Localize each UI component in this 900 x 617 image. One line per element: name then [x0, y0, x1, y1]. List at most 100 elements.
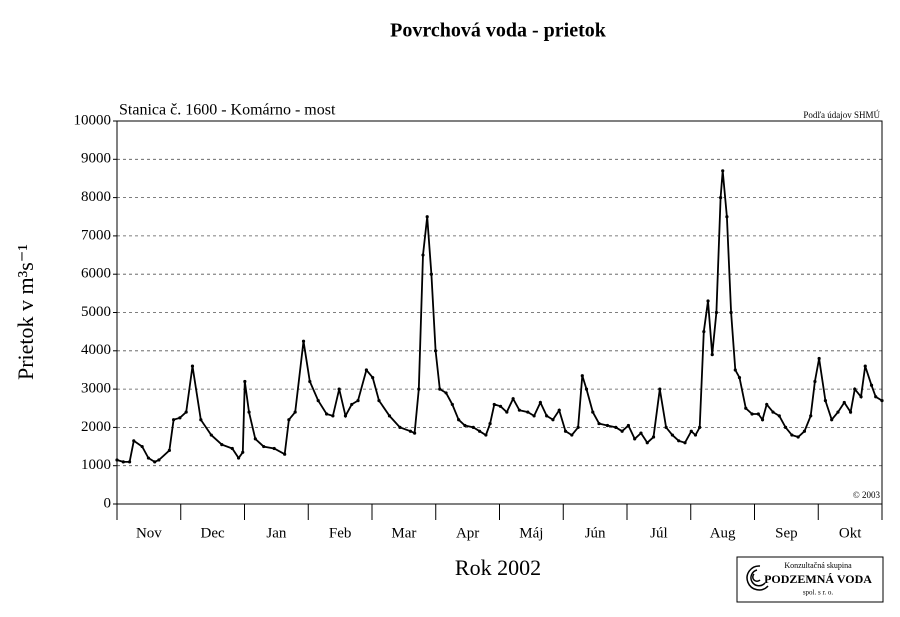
data-point — [823, 398, 828, 403]
data-point — [777, 414, 781, 418]
data-point — [591, 410, 595, 414]
data-point — [725, 215, 729, 219]
x-tick-label: Aug — [710, 525, 736, 541]
data-point — [429, 272, 433, 276]
data-point — [121, 460, 125, 464]
data-point — [614, 425, 618, 429]
data-point — [605, 423, 610, 428]
data-point — [230, 446, 234, 451]
x-tick-label: Mar — [391, 525, 416, 541]
data-point — [444, 391, 448, 395]
data-point — [293, 410, 297, 414]
data-point — [253, 437, 257, 441]
data-point — [127, 460, 132, 464]
logo: Konzultačná skupina PODZEMNÁ VODA spol. … — [736, 556, 884, 603]
data-point — [471, 425, 475, 429]
y-tick-label: 3000 — [81, 381, 111, 397]
data-point — [737, 376, 742, 380]
data-point — [813, 379, 817, 384]
data-point — [817, 356, 821, 361]
data-point — [371, 376, 375, 380]
data-point — [241, 450, 245, 454]
data-point — [433, 349, 438, 353]
data-point — [262, 444, 266, 449]
logo-icon — [746, 565, 769, 591]
data-point — [580, 374, 584, 378]
data-point — [488, 421, 492, 426]
data-point — [167, 448, 171, 452]
data-point — [283, 452, 287, 456]
data-point — [848, 410, 853, 414]
data-point — [765, 402, 769, 407]
data-point — [557, 408, 561, 412]
data-point — [356, 398, 360, 403]
data-point — [756, 412, 760, 416]
subtitle: Stanica č. 1600 - Komárno - most — [119, 102, 336, 119]
data-point — [683, 441, 687, 445]
data-point — [664, 425, 668, 429]
data-point — [526, 410, 530, 414]
data-point — [869, 383, 874, 387]
data-point — [750, 412, 754, 416]
y-tick-label: 7000 — [81, 227, 111, 243]
data-point — [880, 398, 884, 403]
data-point — [492, 402, 496, 407]
chart-title: Povrchová voda - prietok — [390, 20, 607, 42]
data-point — [721, 169, 725, 173]
x-tick-label: Sep — [775, 525, 798, 541]
source: Podľa údajov SHMÚ — [803, 110, 880, 120]
y-tick-label: 9000 — [81, 151, 111, 167]
data-point — [719, 196, 723, 200]
data-point — [408, 429, 413, 433]
data-point — [836, 410, 840, 414]
logo-box — [736, 556, 884, 603]
data-point — [308, 379, 312, 384]
data-point — [584, 387, 589, 391]
data-point — [343, 414, 348, 418]
x-axis-title: Rok 2002 — [455, 555, 541, 580]
data-point — [693, 433, 698, 437]
y-tick-label: 4000 — [81, 342, 111, 358]
data-point — [859, 395, 863, 399]
data-point — [364, 368, 369, 372]
data-point — [790, 433, 794, 437]
data-point — [425, 215, 429, 219]
data-point — [651, 435, 656, 439]
y-tick-label: 6000 — [81, 266, 111, 282]
data-point — [842, 400, 846, 405]
data-point — [576, 425, 580, 429]
data-point — [236, 456, 241, 460]
data-point — [802, 429, 807, 433]
data-point — [301, 339, 306, 343]
data-point — [830, 418, 834, 422]
data-point — [563, 429, 568, 433]
data-point — [421, 253, 425, 257]
x-tick-label: Okt — [839, 525, 862, 541]
y-axis-title: Prietok v m³s⁻¹ — [13, 244, 38, 380]
data-point — [413, 431, 417, 435]
y-tick-label: 8000 — [81, 189, 111, 205]
data-point — [505, 410, 509, 414]
data-point — [863, 364, 867, 368]
logo-text: PODZEMNÁ VODA — [764, 572, 872, 586]
data-point — [670, 433, 675, 437]
data-point — [677, 439, 681, 443]
data-point — [184, 410, 188, 414]
data-point — [689, 429, 693, 433]
data-point — [220, 443, 224, 447]
data-point — [115, 458, 119, 462]
data-point — [272, 446, 276, 451]
data-point — [324, 412, 329, 416]
data-point — [511, 397, 515, 401]
data-point — [146, 456, 151, 460]
data-point — [551, 418, 555, 422]
data-point — [398, 425, 402, 429]
data-point — [620, 429, 624, 433]
data-point — [484, 433, 488, 437]
data-point — [545, 414, 549, 418]
data-point — [157, 458, 161, 462]
data-point — [498, 404, 503, 408]
data-point — [538, 400, 542, 405]
data-point — [247, 410, 251, 414]
y-tick-label: 2000 — [81, 419, 111, 435]
